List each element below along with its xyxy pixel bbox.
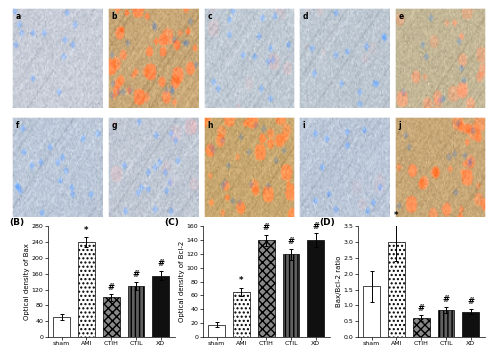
Text: #: # [468, 297, 474, 306]
Bar [438, 310, 454, 337]
Text: #: # [158, 259, 164, 268]
Text: (B): (B) [9, 218, 24, 226]
Text: #: # [288, 237, 294, 246]
Bar [152, 276, 169, 337]
Text: #: # [442, 295, 450, 304]
Bar [282, 254, 300, 337]
Bar [308, 240, 324, 337]
Bar [128, 286, 144, 337]
Bar [103, 298, 120, 337]
Bar [388, 242, 405, 337]
Bar [413, 318, 430, 337]
Y-axis label: Optical density of Bcl-2: Optical density of Bcl-2 [179, 241, 185, 322]
Text: #: # [418, 304, 425, 313]
Text: #: # [263, 223, 270, 232]
Text: #: # [132, 270, 140, 279]
Text: #: # [108, 283, 115, 292]
Text: *: * [84, 226, 88, 235]
Text: #: # [312, 221, 320, 231]
Bar [78, 242, 95, 337]
Text: (D): (D) [320, 218, 335, 226]
Bar [462, 312, 479, 337]
Bar [364, 286, 380, 337]
Text: *: * [239, 276, 244, 285]
Bar [258, 240, 274, 337]
Text: (A): (A) [10, 0, 25, 1]
Text: *: * [394, 211, 398, 220]
Bar [54, 317, 70, 337]
Y-axis label: Bax/Bcl-2 ratio: Bax/Bcl-2 ratio [336, 256, 342, 307]
Bar [208, 325, 225, 337]
Text: (C): (C) [164, 218, 179, 226]
Y-axis label: Optical density of Bax: Optical density of Bax [24, 243, 30, 320]
Bar [233, 292, 250, 337]
